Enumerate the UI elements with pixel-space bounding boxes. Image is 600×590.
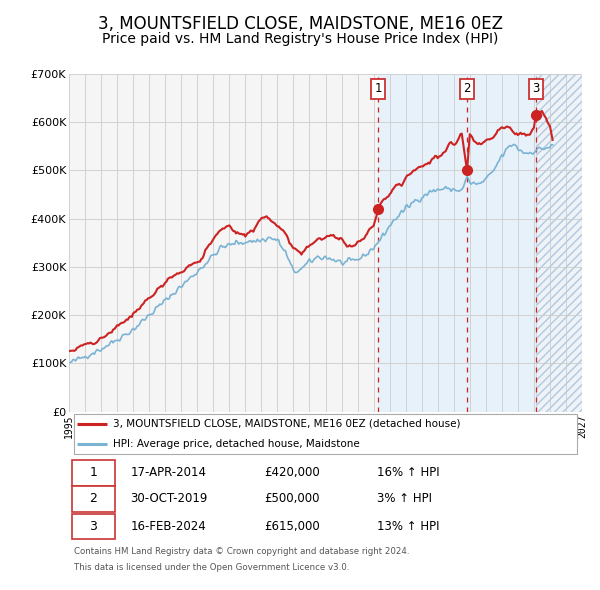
Text: 16-FEB-2024: 16-FEB-2024	[131, 520, 206, 533]
Text: 3: 3	[532, 83, 539, 96]
Text: 2: 2	[463, 83, 471, 96]
Text: 30-OCT-2019: 30-OCT-2019	[131, 492, 208, 505]
Text: 2: 2	[89, 492, 97, 505]
Text: This data is licensed under the Open Government Licence v3.0.: This data is licensed under the Open Gov…	[74, 563, 350, 572]
Text: 3, MOUNTSFIELD CLOSE, MAIDSTONE, ME16 0EZ: 3, MOUNTSFIELD CLOSE, MAIDSTONE, ME16 0E…	[97, 15, 503, 32]
Text: £615,000: £615,000	[264, 520, 320, 533]
Text: £500,000: £500,000	[264, 492, 319, 505]
FancyBboxPatch shape	[71, 486, 115, 512]
Text: 3% ↑ HPI: 3% ↑ HPI	[377, 492, 432, 505]
Text: 1: 1	[374, 83, 382, 96]
Text: HPI: Average price, detached house, Maidstone: HPI: Average price, detached house, Maid…	[113, 439, 359, 449]
Text: 13% ↑ HPI: 13% ↑ HPI	[377, 520, 439, 533]
Text: 1: 1	[89, 466, 97, 479]
Text: Contains HM Land Registry data © Crown copyright and database right 2024.: Contains HM Land Registry data © Crown c…	[74, 547, 410, 556]
FancyBboxPatch shape	[71, 514, 115, 539]
Text: Price paid vs. HM Land Registry's House Price Index (HPI): Price paid vs. HM Land Registry's House …	[102, 32, 498, 46]
FancyBboxPatch shape	[74, 414, 577, 454]
Text: £420,000: £420,000	[264, 466, 320, 479]
Text: 17-APR-2014: 17-APR-2014	[131, 466, 206, 479]
Bar	[378, 74, 467, 412]
Bar	[536, 74, 582, 412]
Text: 16% ↑ HPI: 16% ↑ HPI	[377, 466, 439, 479]
Bar	[536, 74, 582, 412]
FancyBboxPatch shape	[71, 460, 115, 486]
Text: 3: 3	[89, 520, 97, 533]
Text: 3, MOUNTSFIELD CLOSE, MAIDSTONE, ME16 0EZ (detached house): 3, MOUNTSFIELD CLOSE, MAIDSTONE, ME16 0E…	[113, 419, 460, 429]
Bar	[467, 74, 536, 412]
